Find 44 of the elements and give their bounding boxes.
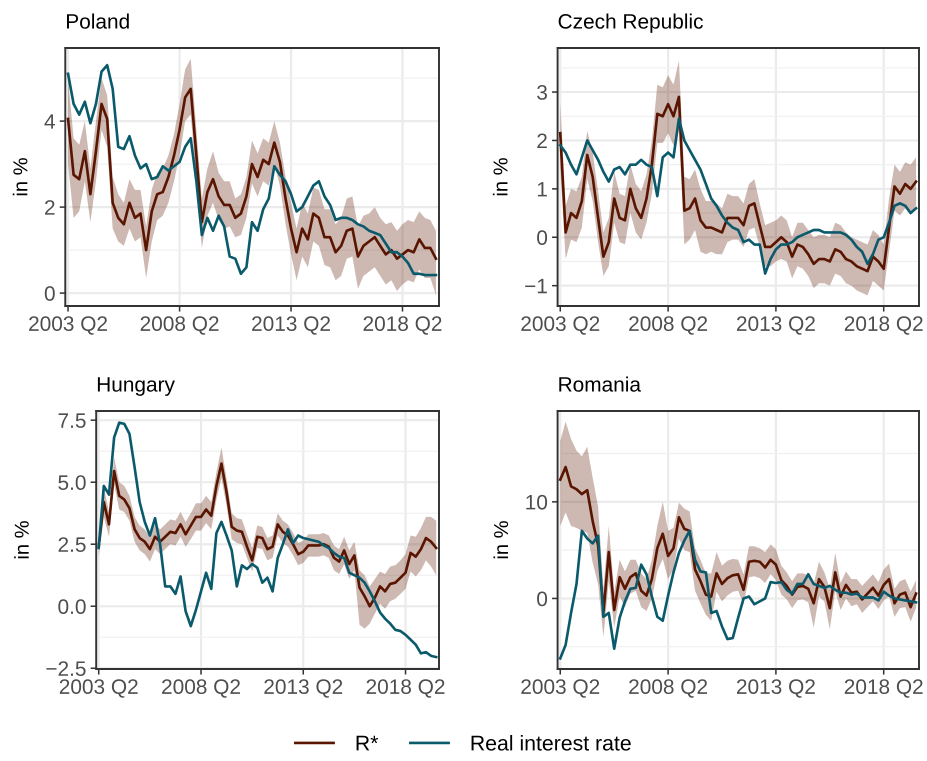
y-tick-label: 7.5: [58, 413, 86, 428]
y-axis-title: in %: [492, 158, 508, 196]
x-tick-label: 2008 Q2: [162, 679, 240, 698]
line-series: [558, 530, 918, 660]
line-series: [66, 88, 438, 260]
y-tick-label: 0.0: [58, 599, 86, 614]
y-tick-label: 2.5: [58, 537, 86, 552]
x-tick-label: 2003 Q2: [29, 316, 107, 335]
line-series: [97, 421, 438, 658]
chart-title: Czech Republic: [558, 13, 703, 33]
y-tick-label: 2: [45, 200, 55, 215]
y-tick-label: 5.0: [58, 475, 86, 490]
x-tick-label: 2013 Q2: [264, 679, 342, 698]
x-tick-label: 2003 Q2: [521, 316, 600, 335]
y-tick-label: 0: [537, 230, 548, 246]
chart-title: Poland: [67, 13, 129, 29]
x-tick-label: 2003 Q2: [60, 679, 138, 698]
y-tick-label: 3: [537, 85, 547, 100]
x-tick-label: 2008 Q2: [140, 316, 218, 335]
y-tick-label: 10: [526, 494, 548, 510]
y-tick-label: 0: [44, 286, 55, 301]
y-tick-label: 2: [537, 133, 547, 148]
y-tick-label: 4: [44, 114, 55, 129]
y-tick-label: 1: [538, 182, 547, 196]
chart-title: Romania: [559, 376, 641, 392]
x-tick-label: 2013 Q2: [252, 316, 330, 335]
x-tick-label: 2003 Q2: [521, 679, 600, 698]
y-tick-label: 0: [537, 591, 548, 606]
y-tick-label: −1: [525, 278, 547, 294]
x-tick-label: 2013 Q2: [736, 316, 815, 335]
legend-label: R*: [356, 736, 378, 750]
y-axis-title: in %: [14, 521, 29, 558]
y-tick-label: −2.5: [46, 661, 86, 676]
x-tick-label: 2018 Q2: [366, 679, 444, 698]
x-tick-label: 2018 Q2: [364, 316, 442, 335]
y-axis-title: in %: [493, 521, 508, 558]
x-tick-label: 2018 Q2: [844, 316, 923, 335]
x-tick-label: 2008 Q2: [629, 679, 708, 698]
x-tick-label: 2018 Q2: [844, 679, 923, 698]
y-axis-title: in %: [12, 158, 28, 196]
x-tick-label: 2013 Q2: [736, 679, 815, 698]
x-tick-label: 2008 Q2: [629, 316, 708, 335]
legend-label: Real interest rate: [472, 735, 631, 751]
chart-title: Hungary: [98, 377, 175, 396]
